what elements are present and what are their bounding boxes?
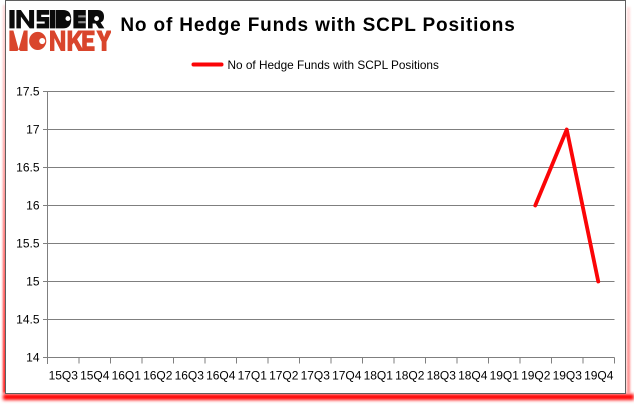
svg-text:16Q3: 16Q3: [175, 369, 205, 383]
svg-text:18Q4: 18Q4: [458, 369, 488, 383]
svg-text:19Q1: 19Q1: [490, 369, 520, 383]
svg-text:No of Hedge Funds with SCPL Po: No of Hedge Funds with SCPL Positions: [120, 15, 515, 36]
svg-text:15Q3: 15Q3: [49, 369, 79, 383]
svg-text:15.5: 15.5: [16, 237, 40, 251]
svg-text:17Q4: 17Q4: [332, 369, 362, 383]
svg-text:17Q2: 17Q2: [269, 369, 299, 383]
svg-text:17Q1: 17Q1: [238, 369, 268, 383]
svg-text:19Q2: 19Q2: [521, 369, 551, 383]
svg-text:17: 17: [26, 123, 40, 137]
svg-text:15Q4: 15Q4: [80, 369, 110, 383]
svg-text:15: 15: [26, 275, 40, 289]
svg-text:19Q3: 19Q3: [553, 369, 583, 383]
svg-text:18Q1: 18Q1: [364, 369, 394, 383]
svg-text:14: 14: [26, 351, 40, 365]
svg-text:17.5: 17.5: [16, 85, 40, 99]
svg-text:16Q1: 16Q1: [112, 369, 142, 383]
svg-text:No of Hedge Funds with SCPL Po: No of Hedge Funds with SCPL Positions: [228, 58, 439, 72]
svg-text:14.5: 14.5: [16, 313, 40, 327]
svg-text:16: 16: [26, 199, 40, 213]
svg-text:16.5: 16.5: [16, 161, 40, 175]
svg-text:19Q4: 19Q4: [584, 369, 614, 383]
svg-text:16Q2: 16Q2: [143, 369, 173, 383]
svg-text:17Q3: 17Q3: [301, 369, 331, 383]
svg-text:16Q4: 16Q4: [206, 369, 236, 383]
svg-text:18Q2: 18Q2: [395, 369, 425, 383]
svg-text:18Q3: 18Q3: [427, 369, 457, 383]
